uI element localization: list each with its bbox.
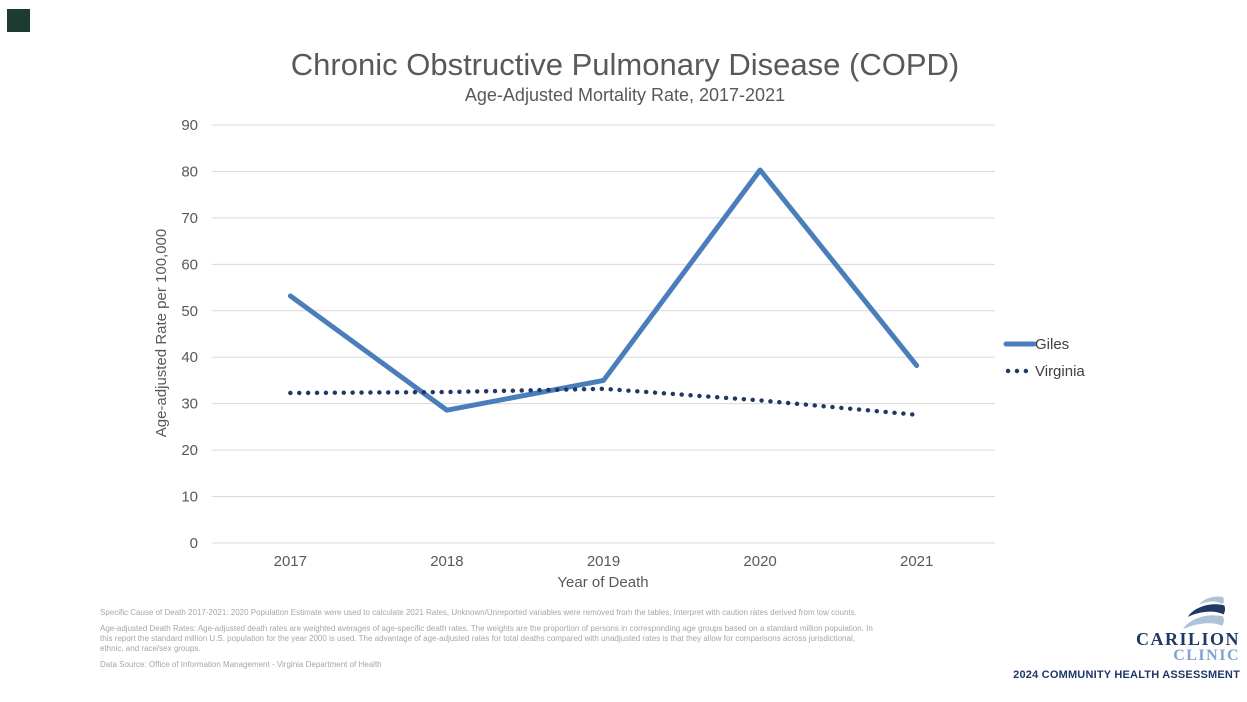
y-tick-label: 80 (181, 163, 198, 180)
logo-swoosh-lower (1183, 615, 1224, 630)
footnote-data-source: Data Source: Office of Information Manag… (100, 660, 382, 669)
carilion-logo-icon (1183, 596, 1226, 630)
x-tick-label: 2018 (430, 553, 463, 570)
chart-series (287, 167, 920, 418)
y-tick-label: 0 (190, 535, 198, 552)
series-line-giles (287, 167, 920, 413)
y-tick-label: 20 (181, 442, 198, 459)
logo-swoosh-middle (1187, 604, 1226, 617)
y-tick-label: 10 (181, 489, 198, 506)
logo-org-name: CARILION (1135, 629, 1240, 649)
chart-title: Chronic Obstructive Pulmonary Disease (C… (290, 47, 960, 82)
corner-marker (7, 9, 30, 32)
y-tick-label: 40 (181, 349, 198, 366)
y-tick-label: 50 (181, 303, 198, 320)
assessment-label: 2024 COMMUNITY HEALTH ASSESSMENT (1013, 669, 1240, 681)
chart-subtitle: Age-Adjusted Mortality Rate, 2017-2021 (464, 85, 786, 105)
y-tick-label: 90 (181, 117, 198, 134)
y-tick-label: 30 (181, 396, 198, 413)
x-axis-tick-labels: 2017 2018 2019 2020 2021 (274, 553, 934, 570)
y-tick-label: 60 (181, 256, 198, 273)
footnote-specific-cause: Specific Cause of Death 2017-2021: 2020 … (100, 608, 857, 617)
footnote-age-adjusted-definition: Age-adjusted Death Rates: Age-adjusted d… (100, 624, 873, 653)
logo-org-suffix: CLINIC (1173, 647, 1240, 664)
legend-label-virginia: Virginia (1035, 363, 1085, 380)
x-tick-label: 2020 (743, 553, 776, 570)
x-tick-label: 2021 (900, 553, 933, 570)
y-tick-label: 70 (181, 210, 198, 227)
legend-label-giles: Giles (1035, 336, 1069, 353)
chart-legend: Giles Virginia (1003, 336, 1085, 380)
logo-swoosh-upper (1199, 596, 1224, 605)
x-tick-label: 2019 (587, 553, 620, 570)
y-axis-tick-labels: 0 10 20 30 40 50 60 70 80 90 (181, 117, 198, 552)
x-axis-title: Year of Death (557, 574, 648, 591)
x-tick-label: 2017 (274, 553, 307, 570)
y-axis-title: Age-adjusted Rate per 100,000 (153, 229, 170, 437)
series-line-virginia (288, 386, 919, 418)
branding-block: CARILION CLINIC 2024 COMMUNITY HEALTH AS… (980, 596, 1240, 681)
footnotes: Specific Cause of Death 2017-2021: 2020 … (100, 608, 880, 676)
gridlines (212, 124, 995, 544)
